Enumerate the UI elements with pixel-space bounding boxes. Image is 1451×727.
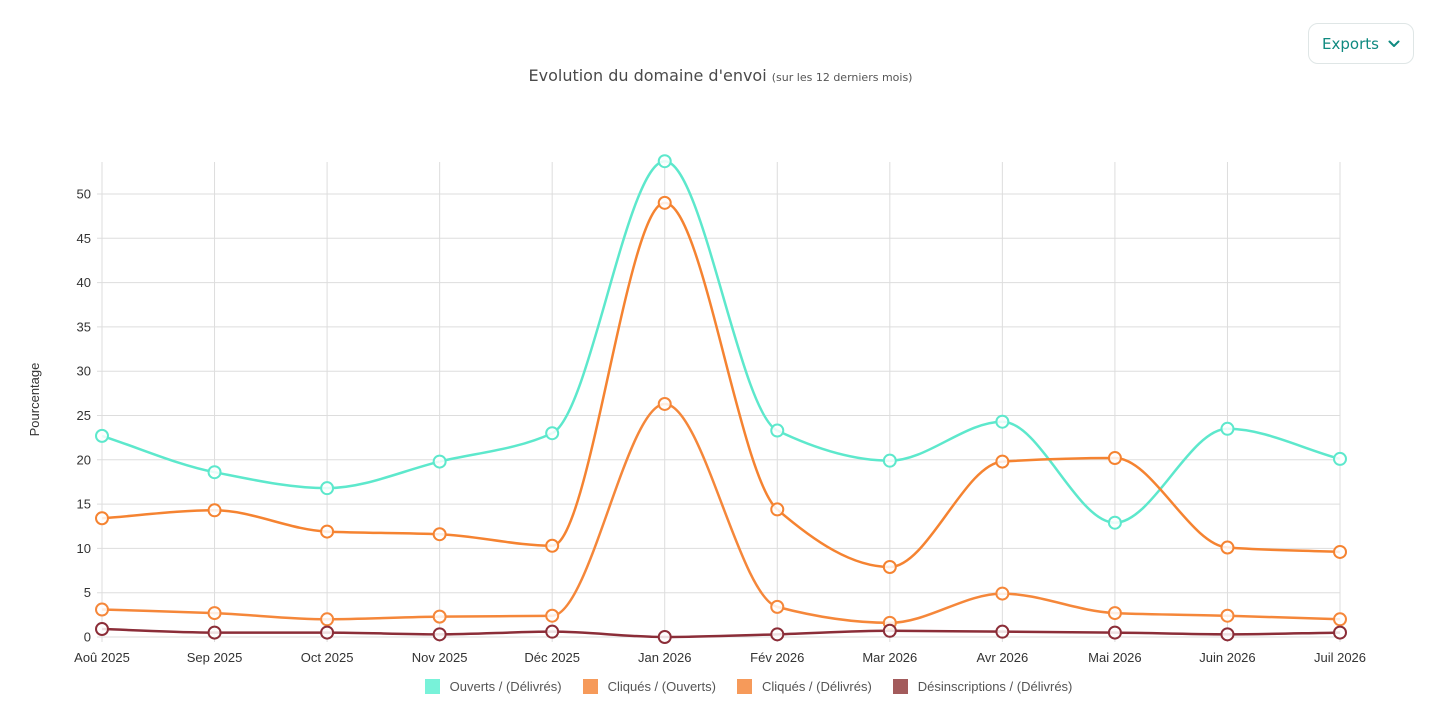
- y-tick-label: 20: [77, 452, 91, 467]
- y-tick-label: 0: [84, 630, 91, 645]
- data-point: [770, 627, 785, 642]
- data-point: [657, 630, 672, 644]
- data-point: [770, 599, 785, 614]
- legend-item[interactable]: Cliqués / (Délivrés): [736, 678, 872, 694]
- x-tick-label: Mar 2026: [862, 650, 917, 665]
- data-point: [995, 454, 1010, 469]
- data-point: [432, 609, 447, 624]
- data-point: [207, 606, 222, 621]
- y-tick-label: 35: [77, 319, 91, 334]
- data-point: [1220, 627, 1235, 642]
- y-tick-label: 45: [77, 231, 91, 246]
- legend-swatch: [736, 678, 752, 694]
- y-tick-label: 30: [77, 364, 91, 379]
- data-point: [432, 454, 447, 469]
- data-point: [545, 624, 560, 639]
- x-tick-label: Juin 2026: [1199, 650, 1255, 665]
- x-tick-label: Jan 2026: [638, 650, 692, 665]
- data-point: [1220, 540, 1235, 555]
- data-point: [657, 396, 672, 411]
- legend-swatch: [582, 678, 598, 694]
- series-line: [101, 402, 1341, 625]
- data-point: [95, 602, 109, 617]
- data-point: [1107, 515, 1122, 530]
- x-tick-label: Oct 2025: [301, 650, 354, 665]
- data-point: [770, 423, 785, 438]
- y-axis-label: Pourcentage: [27, 363, 42, 437]
- series-line: [101, 627, 1341, 639]
- data-point: [1220, 608, 1235, 623]
- data-point: [320, 612, 335, 627]
- data-point: [207, 625, 222, 640]
- data-point: [1107, 625, 1122, 640]
- data-point: [882, 623, 897, 638]
- exports-label: Exports: [1322, 34, 1379, 53]
- x-tick-label: Juil 2026: [1314, 650, 1366, 665]
- data-point: [95, 622, 109, 637]
- x-tick-label: Nov 2025: [412, 650, 468, 665]
- chart-title: Evolution du domaine d'envoi: [528, 66, 767, 85]
- data-point: [95, 428, 109, 443]
- data-point: [320, 524, 335, 539]
- x-tick-label: Déc 2025: [524, 650, 580, 665]
- x-tick-label: Sep 2025: [187, 650, 243, 665]
- chart-subtitle: (sur les 12 derniers mois): [771, 71, 913, 84]
- data-point: [545, 426, 560, 441]
- data-point: [770, 502, 785, 517]
- data-point: [1333, 544, 1347, 559]
- data-point: [432, 527, 447, 542]
- data-point: [207, 503, 222, 518]
- data-point: [320, 481, 335, 496]
- legend-label: Désinscriptions / (Délivrés): [917, 678, 1073, 694]
- data-point: [657, 154, 672, 169]
- data-point: [320, 625, 335, 640]
- data-point: [657, 195, 672, 210]
- legend-item[interactable]: Ouverts / (Délivrés): [424, 678, 562, 694]
- y-tick-label: 50: [77, 187, 91, 202]
- data-point: [432, 627, 447, 642]
- y-tick-label: 10: [77, 541, 91, 556]
- series-line: [101, 201, 1341, 569]
- data-point: [882, 453, 897, 468]
- chevron-down-icon: [1388, 40, 1400, 47]
- x-tick-label: Avr 2026: [976, 650, 1028, 665]
- legend-swatch: [424, 678, 440, 694]
- x-tick-label: Fév 2026: [750, 650, 804, 665]
- data-point: [995, 414, 1010, 429]
- y-tick-label: 40: [77, 275, 91, 290]
- y-tick-label: 15: [77, 497, 91, 512]
- y-tick-label: 25: [77, 408, 91, 423]
- chart-title-block: Evolution du domaine d'envoi (sur les 12…: [0, 66, 1441, 85]
- legend-label: Ouverts / (Délivrés): [449, 678, 562, 694]
- data-point: [1220, 421, 1235, 436]
- exports-button[interactable]: Exports: [1308, 23, 1414, 64]
- legend-label: Cliqués / (Ouverts): [607, 678, 716, 694]
- data-point: [995, 586, 1010, 601]
- y-tick-label: 5: [84, 585, 91, 600]
- legend-item[interactable]: Cliqués / (Ouverts): [582, 678, 716, 694]
- legend-label: Cliqués / (Délivrés): [761, 678, 872, 694]
- x-tick-label: Mai 2026: [1088, 650, 1141, 665]
- data-point: [1333, 625, 1347, 640]
- data-point: [545, 538, 560, 553]
- data-point: [545, 608, 560, 623]
- data-point: [1333, 612, 1347, 627]
- data-point: [207, 465, 222, 480]
- data-point: [995, 624, 1010, 639]
- chart-legend: Ouverts / (Délivrés) Cliqués / (Ouverts) C…: [0, 677, 1451, 695]
- legend-swatch: [892, 678, 908, 694]
- data-point: [1107, 451, 1122, 466]
- data-point: [95, 511, 109, 526]
- data-point: [882, 560, 897, 575]
- legend-item[interactable]: Désinscriptions / (Délivrés): [892, 678, 1073, 694]
- data-point: [1107, 606, 1122, 621]
- data-point: [1333, 451, 1347, 466]
- x-tick-label: Aoû 2025: [74, 650, 130, 665]
